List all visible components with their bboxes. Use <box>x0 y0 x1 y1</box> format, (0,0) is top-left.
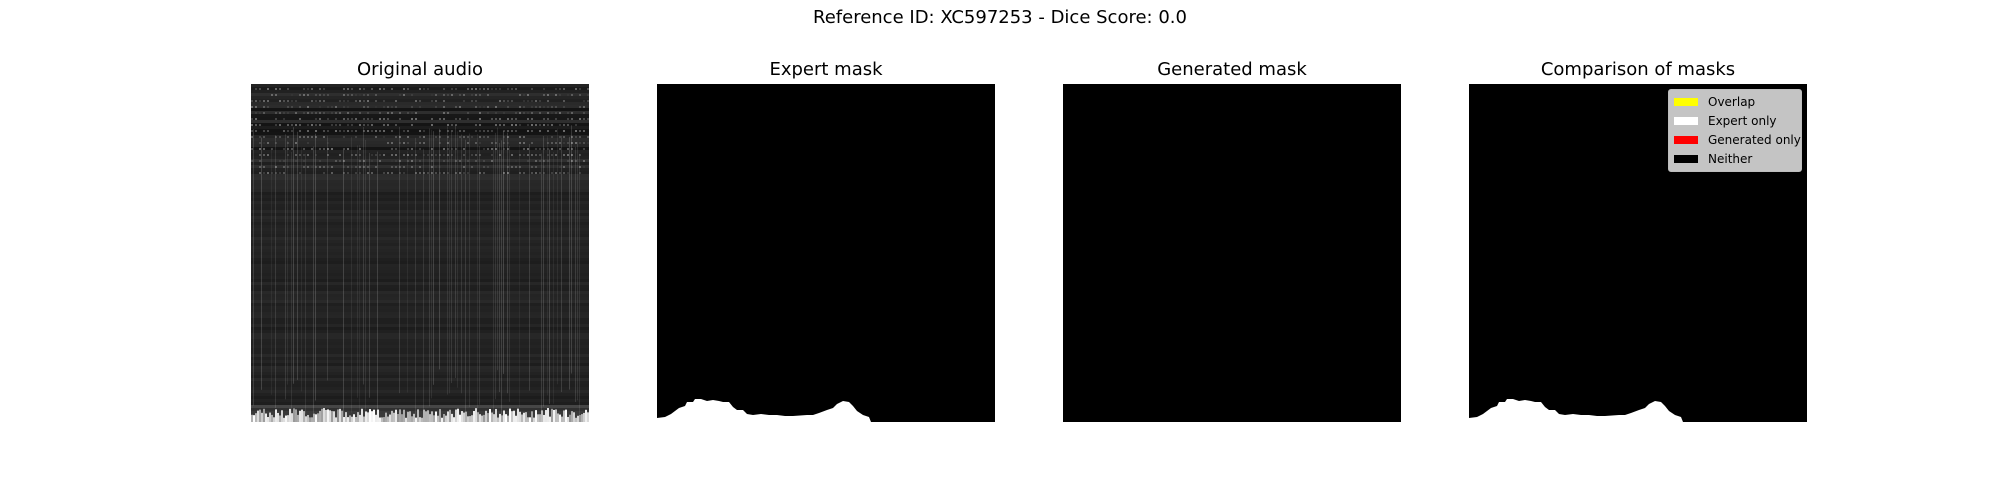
legend-item-generated-only: Generated only <box>1669 130 1801 149</box>
legend-label-overlap: Overlap <box>1708 94 1756 109</box>
generated-mask-image <box>1063 84 1401 422</box>
expert-mask-image <box>657 84 995 422</box>
panel-title-original-audio: Original audio <box>356 59 484 80</box>
panel-comparison: Comparison of masks Overlap Expert only … <box>1469 59 1807 422</box>
legend-swatch-expert-only <box>1674 116 1698 125</box>
mask-region <box>1469 399 1683 422</box>
comparison-image: Overlap Expert only Generated only Neith… <box>1469 84 1807 422</box>
legend-item-expert-only: Expert only <box>1669 111 1801 130</box>
panel-title-expert-mask: Expert mask <box>769 59 883 80</box>
mask-region <box>657 399 871 422</box>
figure-title: Reference ID: XC597253 - Dice Score: 0.0 <box>813 7 1187 28</box>
panel-generated-mask: Generated mask <box>1063 59 1401 422</box>
spectrogram-canvas <box>251 84 589 422</box>
legend-label-neither: Neither <box>1708 151 1753 166</box>
spectrogram-image <box>251 84 589 422</box>
panel-title-comparison: Comparison of masks <box>1540 59 1736 80</box>
panel-original-audio: Original audio <box>251 59 589 422</box>
comparison-mask-shape <box>1469 399 1683 422</box>
expert-mask-shape <box>657 399 871 422</box>
panel-title-generated-mask: Generated mask <box>1157 59 1307 80</box>
spectrogram-texture <box>251 84 589 422</box>
legend-label-expert-only: Expert only <box>1708 113 1777 128</box>
legend-label-generated-only: Generated only <box>1708 132 1801 147</box>
legend-swatch-overlap <box>1674 97 1698 106</box>
legend-item-overlap: Overlap <box>1669 92 1801 111</box>
legend-swatch-neither <box>1674 154 1698 163</box>
legend-item-neither: Neither <box>1669 149 1801 168</box>
legend-swatch-generated-only <box>1674 135 1698 144</box>
legend: Overlap Expert only Generated only Neith… <box>1668 89 1802 172</box>
panel-expert-mask: Expert mask <box>657 59 995 422</box>
